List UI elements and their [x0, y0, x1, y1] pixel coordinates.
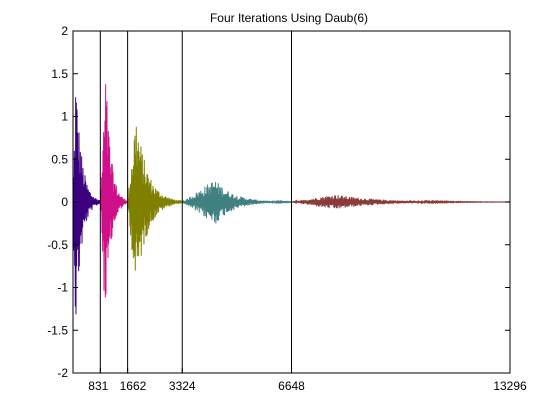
x-tick-label: 6648 — [278, 379, 305, 393]
series-line-1 — [72, 97, 101, 315]
series-line-4 — [181, 182, 292, 224]
y-tick-label: -0.5 — [47, 238, 68, 252]
y-tick-label: -2 — [57, 366, 68, 380]
y-tick-label: 0 — [61, 195, 68, 209]
y-tick-label: -1 — [57, 281, 68, 295]
series-line-3 — [127, 126, 183, 271]
y-tick-label: 1 — [61, 110, 68, 124]
x-tick-label: 1662 — [120, 379, 147, 393]
x-tick-label: 3324 — [169, 379, 196, 393]
x-tick-label: 831 — [88, 379, 108, 393]
y-tick-label: -1.5 — [47, 323, 68, 337]
y-tick-label: 1.5 — [51, 67, 68, 81]
chart-title: Four Iterations Using Daub(6) — [210, 11, 368, 25]
tick-layer: -2 -1.5 -1 -0.5 0 0.5 1 1.5 2 831 1662 3324 6648 1329… — [47, 24, 527, 393]
series-line-2 — [99, 84, 129, 298]
y-tick-label: 0.5 — [51, 152, 68, 166]
x-tick-label: 13296 — [493, 379, 527, 393]
y-tick-label: 2 — [61, 24, 68, 38]
series-layer — [72, 84, 511, 315]
series-line-5 — [291, 195, 511, 209]
